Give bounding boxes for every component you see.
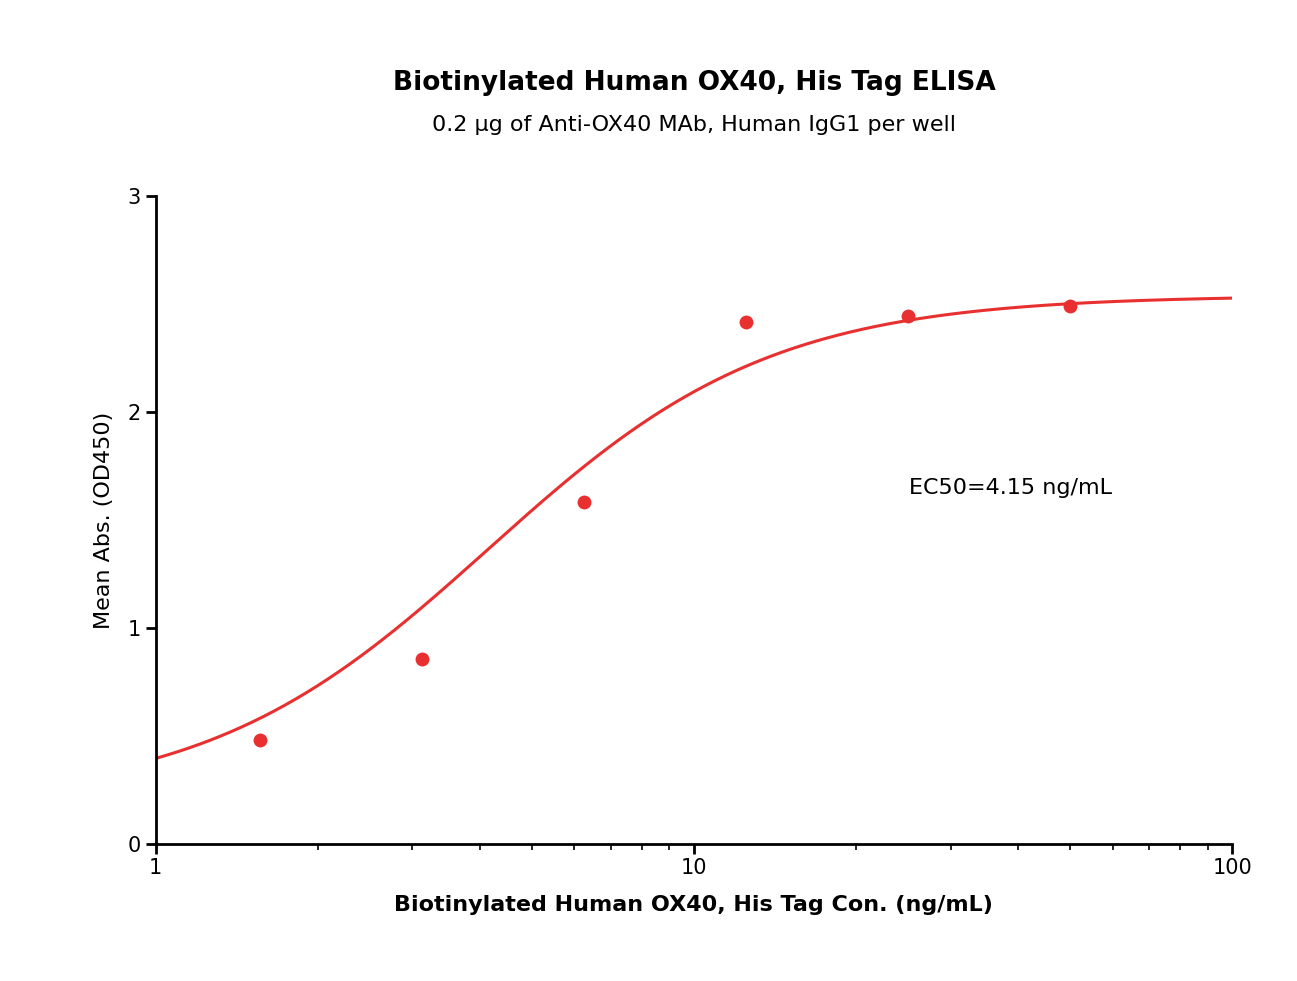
Y-axis label: Mean Abs. (OD450): Mean Abs. (OD450)	[93, 411, 114, 629]
Point	[411, 651, 432, 667]
Point	[249, 732, 270, 748]
Point	[898, 308, 918, 324]
Text: Biotinylated Human OX40, His Tag ELISA: Biotinylated Human OX40, His Tag ELISA	[393, 71, 995, 96]
Point	[1060, 298, 1080, 314]
X-axis label: Biotinylated Human OX40, His Tag Con. (ng/mL): Biotinylated Human OX40, His Tag Con. (n…	[394, 895, 994, 915]
Text: EC50=4.15 ng/mL: EC50=4.15 ng/mL	[909, 478, 1113, 497]
Point	[735, 315, 756, 331]
Text: 0.2 μg of Anti-OX40 MAb, Human IgG1 per well: 0.2 μg of Anti-OX40 MAb, Human IgG1 per …	[432, 115, 956, 134]
Point	[573, 493, 594, 509]
